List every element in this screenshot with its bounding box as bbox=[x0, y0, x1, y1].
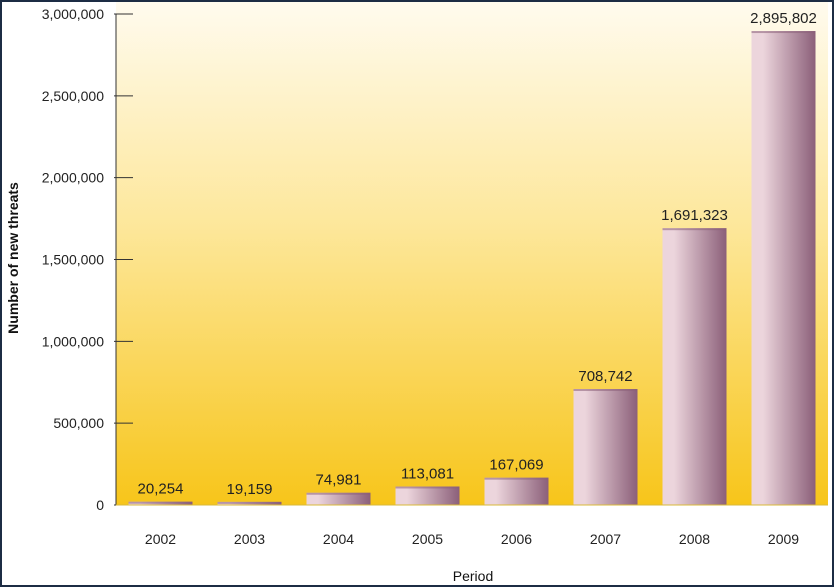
bar-cap-2008 bbox=[662, 228, 727, 231]
value-label-2004: 74,981 bbox=[316, 472, 362, 489]
x-axis-title: Period bbox=[453, 568, 493, 584]
x-tick-label-2007: 2007 bbox=[590, 531, 621, 547]
value-label-2002: 20,254 bbox=[138, 481, 184, 498]
bar-cap-2004 bbox=[306, 492, 371, 495]
y-tick-label: 0 bbox=[96, 497, 104, 513]
y-tick-label: 2,000,000 bbox=[42, 170, 104, 186]
bar-2004 bbox=[306, 492, 371, 505]
value-label-2007: 708,742 bbox=[578, 368, 632, 385]
x-tick-label-2003: 2003 bbox=[234, 531, 265, 547]
bar-cap-2009 bbox=[751, 31, 816, 34]
x-tick-label-2004: 2004 bbox=[323, 531, 354, 547]
x-tick-label-2005: 2005 bbox=[412, 531, 443, 547]
value-label-2003: 19,159 bbox=[227, 481, 273, 498]
bar-cap-2006 bbox=[484, 477, 549, 480]
y-tick-label: 500,000 bbox=[53, 415, 104, 431]
x-axis: 2002 2003 2004 2005 2006 2007 2008 2009 bbox=[116, 504, 828, 547]
bar-2006 bbox=[484, 477, 549, 505]
x-tick-label-2002: 2002 bbox=[145, 531, 176, 547]
x-tick-label-2008: 2008 bbox=[679, 531, 710, 547]
y-axis: 0 500,000 1,000,000 1,500,000 2,000,000 2,500… bbox=[42, 6, 133, 513]
bar-2007 bbox=[573, 389, 638, 505]
y-tick-label: 1,000,000 bbox=[42, 333, 104, 349]
y-tick-label: 1,500,000 bbox=[42, 252, 104, 268]
bars-group bbox=[128, 31, 816, 505]
value-label-2008: 1,691,323 bbox=[661, 207, 728, 224]
y-tick-label: 2,500,000 bbox=[42, 88, 104, 104]
value-labels-group: 20,254 19,159 74,981 113,081 167,069 708,742 1… bbox=[138, 10, 817, 498]
value-label-2006: 167,069 bbox=[489, 457, 543, 474]
bar-cap-2003 bbox=[217, 501, 282, 504]
y-axis-title: Number of new threats bbox=[5, 182, 21, 334]
bar-cap-2002 bbox=[128, 501, 193, 504]
bar-2005 bbox=[395, 486, 460, 505]
bar-2008 bbox=[662, 228, 727, 505]
bar-cap-2005 bbox=[395, 486, 460, 489]
x-tick-label-2009: 2009 bbox=[768, 531, 799, 547]
bar-2009 bbox=[751, 31, 816, 505]
bar-cap-2007 bbox=[573, 389, 638, 392]
y-tick-label: 3,000,000 bbox=[42, 6, 104, 22]
value-label-2009: 2,895,802 bbox=[750, 10, 817, 27]
x-tick-label-2006: 2006 bbox=[501, 531, 532, 547]
value-label-2005: 113,081 bbox=[401, 465, 454, 482]
